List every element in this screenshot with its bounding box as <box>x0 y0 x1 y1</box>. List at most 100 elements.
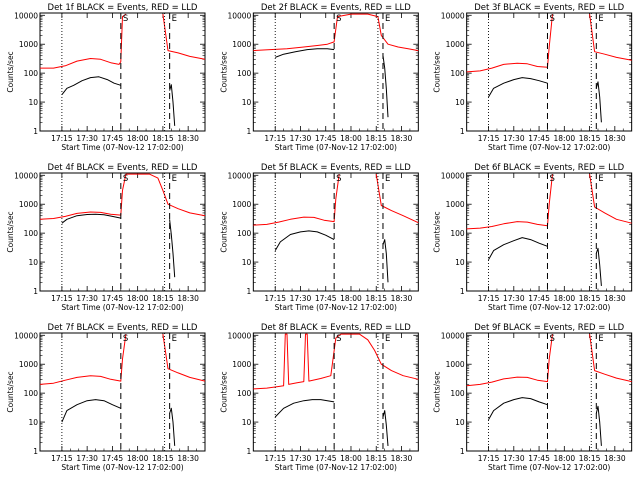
y-tick-label: 1000 <box>19 360 38 369</box>
y-tick-label: 10 <box>455 98 465 107</box>
x-tick-label: 18:30 <box>177 454 199 463</box>
chart-panel-1: Det 1f BLACK = Events, RED = LLD 1 10 100 10… <box>6 3 206 152</box>
series-lld <box>589 334 632 383</box>
series-events <box>488 397 548 421</box>
marker-label-s: S <box>336 14 341 24</box>
chart-panel-3: Det 3f BLACK = Events, RED = LLD 1 10 100 10… <box>433 3 633 152</box>
y-tick-label: 1 <box>33 287 38 296</box>
chart-panel-6: Det 6f BLACK = Events, RED = LLD 1 10 100 10… <box>433 163 633 312</box>
series-events <box>169 84 176 126</box>
series-lld <box>589 14 632 61</box>
x-tick-label: 18:00 <box>127 134 149 143</box>
marker-label-s: S <box>123 14 128 24</box>
x-tick-label: 17:45 <box>315 134 337 143</box>
x-tick-label: 17:30 <box>290 294 312 303</box>
y-tick-label: 1 <box>33 447 38 456</box>
series-lld <box>253 333 419 390</box>
x-tick-label: 18:00 <box>127 454 149 463</box>
y-tick-label: 100 <box>24 69 39 78</box>
y-tick-label: 10 <box>242 418 252 427</box>
y-tick-label: 10000 <box>14 331 38 340</box>
x-tick-label: 17:30 <box>76 454 98 463</box>
y-tick-label: 10000 <box>14 11 38 20</box>
y-tick-label: 100 <box>237 229 252 238</box>
marker-label-e: E <box>598 174 603 184</box>
y-tick-label: 1000 <box>19 40 38 49</box>
y-tick-label: 1 <box>33 127 38 136</box>
series-events <box>169 219 176 278</box>
x-axis-label: Start Time (07-Nov-12 17:02:00) <box>61 303 183 312</box>
x-axis-label: Start Time (07-Nov-12 17:02:00) <box>61 463 183 472</box>
chart-title: Det 3f BLACK = Events, RED = LLD <box>474 3 624 13</box>
chart-title: Det 7f BLACK = Events, RED = LLD <box>48 323 198 333</box>
x-tick-label: 17:15 <box>264 454 286 463</box>
x-tick-label: 17:30 <box>76 294 98 303</box>
x-tick-label: 17:15 <box>51 454 73 463</box>
marker-label-e: E <box>598 334 603 344</box>
chart-title: Det 2f BLACK = Events, RED = LLD <box>261 3 411 13</box>
x-axis-label: Start Time (07-Nov-12 17:02:00) <box>275 143 397 152</box>
series-events <box>275 48 335 58</box>
series-lld <box>466 14 553 73</box>
chart-title: Det 5f BLACK = Events, RED = LLD <box>261 163 411 173</box>
x-tick-label: 17:15 <box>51 134 73 143</box>
x-tick-label: 18:00 <box>340 454 362 463</box>
chart-panel-7: Det 7f BLACK = Events, RED = LLD 1 10 100 10… <box>6 323 206 472</box>
chart-title: Det 6f BLACK = Events, RED = LLD <box>474 163 624 173</box>
series-events <box>382 410 389 446</box>
x-tick-label: 18:15 <box>579 294 601 303</box>
x-tick-label: 18:30 <box>391 134 413 143</box>
series-lld <box>253 174 340 226</box>
y-tick-label: 10000 <box>441 11 465 20</box>
y-axis-label: Counts/sec <box>6 211 15 252</box>
y-tick-label: 100 <box>450 229 465 238</box>
y-tick-label: 10 <box>28 98 38 107</box>
x-tick-label: 17:15 <box>478 294 500 303</box>
x-tick-label: 18:00 <box>554 134 576 143</box>
x-axis-label: Start Time (07-Nov-12 17:02:00) <box>488 463 610 472</box>
y-tick-label: 10 <box>455 418 465 427</box>
y-tick-label: 1000 <box>446 200 465 209</box>
x-tick-label: 18:15 <box>579 134 601 143</box>
chart-title: Det 1f BLACK = Events, RED = LLD <box>48 3 198 13</box>
x-tick-label: 18:00 <box>340 134 362 143</box>
y-tick-label: 10 <box>455 258 465 267</box>
x-tick-label: 17:15 <box>478 454 500 463</box>
series-lld <box>162 14 206 60</box>
y-tick-label: 100 <box>237 69 252 78</box>
x-axis-label: Start Time (07-Nov-12 17:02:00) <box>488 143 610 152</box>
x-axis-label: Start Time (07-Nov-12 17:02:00) <box>61 143 183 152</box>
plot-frame <box>252 332 419 452</box>
x-tick-label: 18:30 <box>177 134 199 143</box>
x-tick-label: 17:45 <box>102 454 124 463</box>
chart-title: Det 9f BLACK = Events, RED = LLD <box>474 323 624 333</box>
x-tick-label: 17:30 <box>503 454 525 463</box>
series-events <box>488 77 548 98</box>
plot-frame <box>466 332 633 452</box>
x-tick-label: 18:30 <box>391 294 413 303</box>
plot-frame <box>252 172 419 292</box>
y-tick-label: 100 <box>450 389 465 398</box>
chart-panel-4: Det 4f BLACK = Events, RED = LLD 1 10 100 10… <box>6 163 206 312</box>
x-tick-label: 18:00 <box>554 294 576 303</box>
x-tick-label: 18:15 <box>152 294 174 303</box>
y-tick-label: 100 <box>24 229 39 238</box>
marker-label-e: E <box>385 14 390 24</box>
x-tick-label: 17:30 <box>290 134 312 143</box>
marker-label-s: S <box>123 334 128 344</box>
x-tick-label: 18:15 <box>365 454 387 463</box>
x-tick-label: 17:30 <box>76 134 98 143</box>
series-lld <box>39 334 127 385</box>
plot-frame <box>39 12 206 132</box>
series-events <box>488 237 548 261</box>
y-axis-label: Counts/sec <box>219 211 228 252</box>
x-tick-label: 17:15 <box>51 294 73 303</box>
marker-label-s: S <box>549 334 554 344</box>
marker-label-s: S <box>549 14 554 24</box>
marker-label-e: E <box>385 334 390 344</box>
x-tick-label: 17:15 <box>264 134 286 143</box>
x-tick-label: 18:00 <box>554 454 576 463</box>
chart-panel-9: Det 9f BLACK = Events, RED = LLD 1 10 100 10… <box>433 323 633 472</box>
marker-label-s: S <box>336 334 341 344</box>
y-tick-label: 10 <box>28 418 38 427</box>
